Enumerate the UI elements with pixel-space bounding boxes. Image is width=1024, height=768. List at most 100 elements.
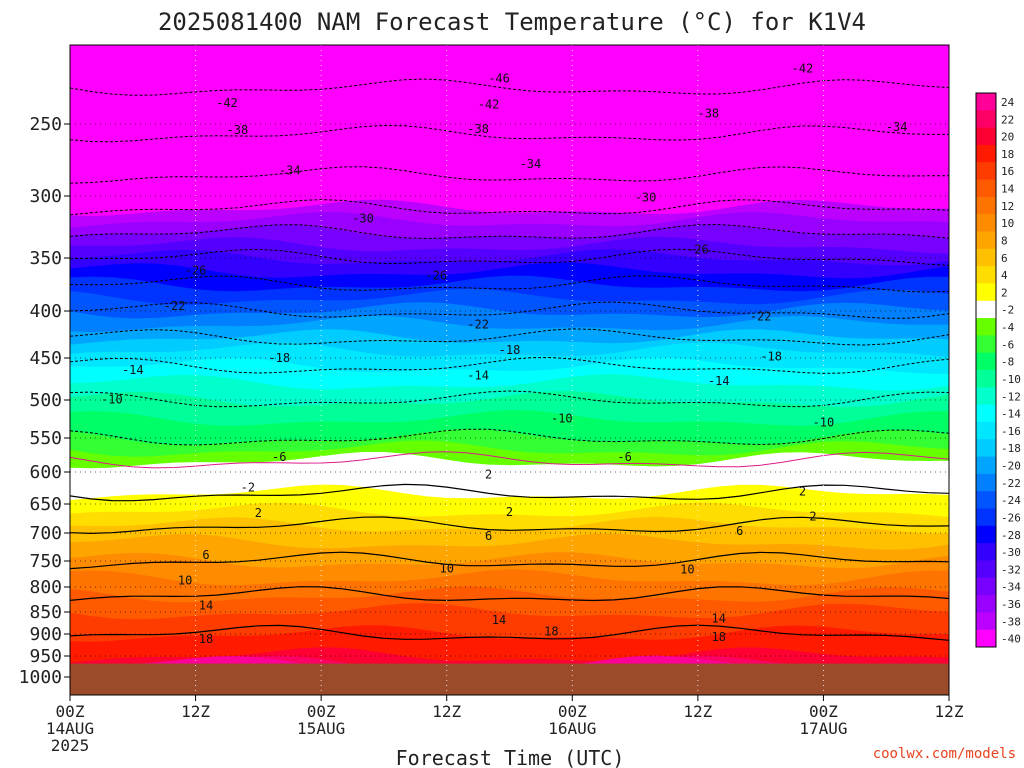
colorbar-label: -32 bbox=[1001, 563, 1021, 576]
contour-lines bbox=[70, 78, 949, 641]
colorbar-swatch--36 bbox=[976, 595, 996, 613]
y-tick-label: 950 bbox=[29, 646, 62, 667]
contour-label: -14 bbox=[467, 369, 489, 383]
colorbar-label: -20 bbox=[1001, 460, 1021, 473]
contour-label: -34 bbox=[279, 164, 301, 178]
contour-label: 2 bbox=[485, 467, 492, 481]
colorbar-label: 22 bbox=[1001, 113, 1014, 126]
colorbar-swatch--10 bbox=[976, 370, 996, 388]
y-tick-label: 650 bbox=[29, 494, 62, 515]
y-tick-label: 1000 bbox=[19, 667, 62, 688]
contour--26 bbox=[70, 275, 949, 293]
colorbar-swatch--30 bbox=[976, 543, 996, 561]
colorbar-swatch--4 bbox=[976, 318, 996, 336]
colorbar-label: -34 bbox=[1001, 581, 1021, 594]
colorbar-swatch-16 bbox=[976, 162, 996, 181]
colorbar-swatch-8 bbox=[976, 231, 996, 250]
contour-label: -30 bbox=[352, 212, 374, 226]
colorbar: 24 22 20 18 16 14 12 10 8 6 4 2 -2 -4 -6 -8 -10 -12 -14 -16… bbox=[975, 92, 1021, 648]
colorbar-label: 6 bbox=[1001, 252, 1008, 265]
colorbar-label: -6 bbox=[1001, 338, 1014, 351]
y-tick-label: 400 bbox=[29, 301, 62, 322]
colorbar-label: 4 bbox=[1001, 269, 1008, 282]
contour-label: -10 bbox=[101, 392, 123, 406]
contour-label: 2 bbox=[255, 506, 262, 520]
colorbar-label: -12 bbox=[1001, 390, 1021, 403]
contour--14 bbox=[70, 356, 949, 374]
contour-10 bbox=[70, 551, 949, 570]
colorbar-swatch--26 bbox=[976, 508, 996, 527]
contour-value-labels: -50-46-46-42 -42-42-38 -38-38-34 -34-34-30-… bbox=[101, 61, 908, 646]
contour-label: 18 bbox=[199, 632, 213, 646]
colorbar-label: -28 bbox=[1001, 529, 1021, 542]
contour-label: -22 bbox=[750, 309, 772, 323]
colorbar-label: -26 bbox=[1001, 511, 1021, 524]
contour-label: -18 bbox=[760, 350, 782, 364]
contour-label: 14 bbox=[712, 611, 726, 625]
contour-label: -26 bbox=[185, 264, 207, 278]
y-tick-label: 300 bbox=[29, 186, 62, 207]
x-tick-label: 12Z bbox=[935, 702, 964, 721]
contour-label: -34 bbox=[520, 157, 542, 171]
colorbar-label: 8 bbox=[1001, 234, 1008, 247]
colorbar-label: -40 bbox=[1001, 633, 1021, 646]
contour-label: 18 bbox=[712, 630, 726, 644]
colorbar-label: 12 bbox=[1001, 200, 1014, 213]
colorbar-swatch--34 bbox=[976, 577, 996, 596]
y-tick-label: 350 bbox=[29, 248, 62, 269]
contour-label: -26 bbox=[425, 269, 447, 283]
colorbar-frame bbox=[975, 92, 997, 648]
colorbar-swatch--12 bbox=[976, 387, 996, 406]
contour-label: -10 bbox=[813, 416, 835, 430]
x-tick-date: 14AUG bbox=[46, 719, 94, 738]
colorbar-swatch--28 bbox=[976, 525, 996, 544]
x-tick-label: 00Z bbox=[56, 702, 85, 721]
contour-label: -46 bbox=[488, 71, 510, 85]
y-tick-label: 750 bbox=[29, 551, 62, 572]
y-tick-label: 850 bbox=[29, 602, 62, 623]
y-tick-label: 250 bbox=[29, 114, 62, 135]
contour--18 bbox=[70, 328, 949, 346]
contour--42 bbox=[70, 166, 949, 184]
contour-label: -42 bbox=[792, 61, 814, 75]
contour-label: -34 bbox=[886, 120, 908, 134]
colorbar-swatch--40 bbox=[976, 629, 996, 648]
contour-label: -38 bbox=[697, 106, 719, 120]
contour-label: 14 bbox=[492, 613, 506, 627]
plot-frame bbox=[69, 44, 950, 696]
colorbar-swatch--20 bbox=[976, 456, 996, 475]
y-tick-label: 700 bbox=[29, 523, 62, 544]
plot-area: -50-46-46-42 -42-42-38 -38-38-34 -34-34-30-… bbox=[70, 45, 949, 695]
colorbar-label: -24 bbox=[1001, 494, 1021, 507]
colorbar-swatch-10 bbox=[976, 214, 996, 232]
contour--34 bbox=[70, 223, 949, 240]
colorbar-label: 20 bbox=[1001, 131, 1014, 144]
colorbar-swatch--2 bbox=[976, 300, 996, 319]
colorbar-swatch-22 bbox=[976, 110, 996, 129]
colorbar-label: -36 bbox=[1001, 598, 1021, 611]
colorbar-label: -10 bbox=[1001, 373, 1021, 386]
contour-label: -18 bbox=[499, 343, 521, 357]
colorbar-swatch-6 bbox=[976, 248, 996, 267]
colorbar-label: -8 bbox=[1001, 356, 1014, 369]
colorbar-swatch-18 bbox=[976, 144, 996, 163]
colorbar-label: -30 bbox=[1001, 546, 1021, 559]
x-tick-date: 16AUG bbox=[548, 719, 596, 738]
credit-text: coolwx.com/models bbox=[873, 746, 1016, 762]
contour--22 bbox=[70, 301, 949, 319]
contour-label: 6 bbox=[736, 524, 743, 538]
y-axis: 2503003504004505005506006507007508008509… bbox=[19, 114, 70, 688]
grid-lines bbox=[70, 45, 949, 695]
y-tick-label: 600 bbox=[29, 462, 62, 483]
contour-label: -18 bbox=[268, 351, 290, 365]
colorbar-label: 24 bbox=[1001, 96, 1015, 109]
x-tick-label: 12Z bbox=[683, 702, 712, 721]
x-tick-label: 00Z bbox=[809, 702, 838, 721]
colorbar-swatch--16 bbox=[976, 421, 996, 440]
contour-label: -10 bbox=[551, 411, 573, 425]
contour-label: -14 bbox=[122, 363, 144, 377]
colorbar-swatch--14 bbox=[976, 404, 996, 423]
contour--2 bbox=[70, 451, 949, 469]
contour-label: -6 bbox=[617, 450, 631, 464]
